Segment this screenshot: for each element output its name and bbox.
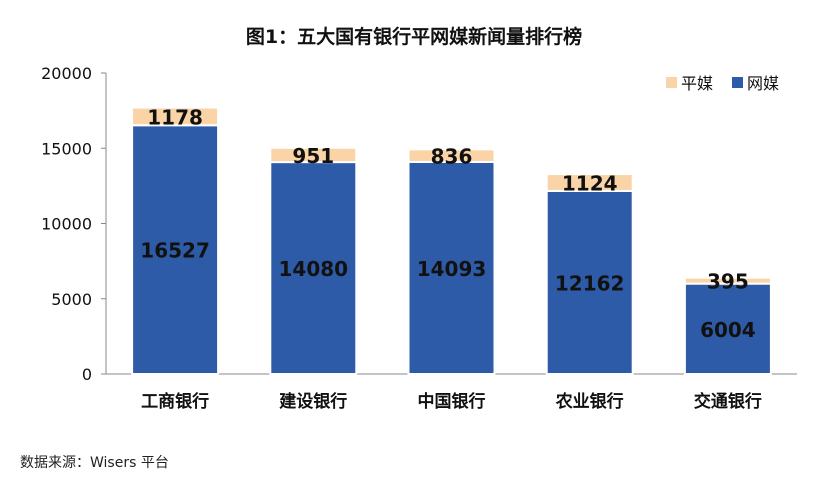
data-label: 12162 bbox=[555, 271, 625, 295]
data-label: 1124 bbox=[562, 172, 618, 196]
bar-网媒 bbox=[269, 161, 358, 375]
source-note: 数据来源：Wisers 平台 bbox=[20, 455, 169, 471]
bar-平媒 bbox=[131, 106, 220, 127]
data-label: 6004 bbox=[700, 318, 756, 342]
bar-网媒 bbox=[683, 282, 772, 375]
y-tick-label: 0 bbox=[82, 365, 92, 384]
x-tick-label: 工商银行 bbox=[141, 391, 209, 412]
bar-平媒 bbox=[407, 148, 496, 163]
chart-title: 图1：五大国有银行平网媒新闻量排行榜 bbox=[245, 26, 583, 48]
legend-swatch bbox=[666, 77, 677, 88]
data-label: 951 bbox=[292, 144, 334, 168]
y-tick-label: 15000 bbox=[41, 139, 92, 158]
data-label: 14080 bbox=[279, 257, 349, 281]
data-label: 16527 bbox=[140, 239, 210, 263]
y-tick-label: 20000 bbox=[41, 64, 92, 83]
bar-网媒 bbox=[407, 160, 496, 375]
y-tick-label: 5000 bbox=[51, 290, 92, 309]
x-tick-label: 交通银行 bbox=[694, 391, 762, 412]
legend-swatch bbox=[732, 77, 743, 88]
legend-label: 网媒 bbox=[747, 74, 779, 93]
x-tick-label: 中国银行 bbox=[418, 391, 486, 412]
x-tick-label: 建设银行 bbox=[279, 391, 347, 412]
legend-label: 平媒 bbox=[681, 74, 713, 93]
data-label: 1178 bbox=[147, 105, 203, 129]
x-tick-label: 农业银行 bbox=[555, 391, 624, 412]
data-label: 14093 bbox=[417, 257, 487, 281]
bar-网媒 bbox=[545, 189, 634, 375]
bar-平媒 bbox=[269, 146, 358, 164]
bar-平媒 bbox=[545, 173, 634, 192]
bar-平媒 bbox=[683, 276, 772, 285]
y-tick-label: 10000 bbox=[41, 215, 92, 234]
data-label: 836 bbox=[431, 145, 473, 169]
data-label: 395 bbox=[707, 270, 749, 294]
